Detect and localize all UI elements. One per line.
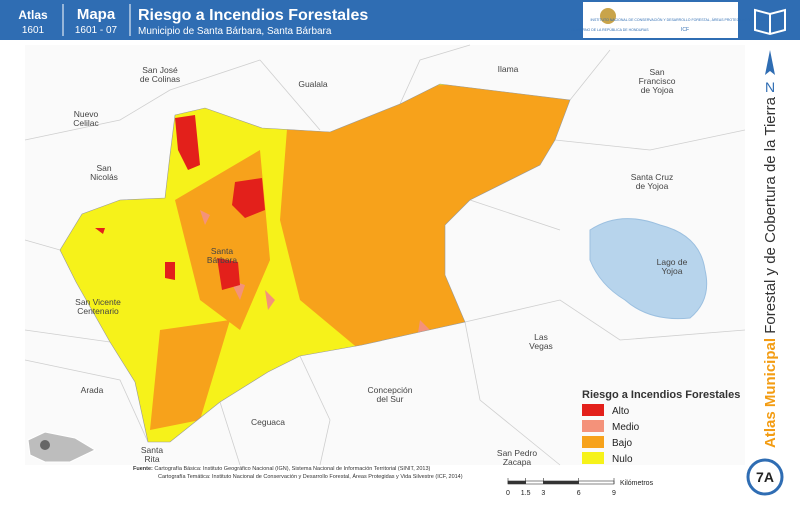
scale-segment <box>543 481 579 484</box>
place-label: Bárbara <box>207 255 238 265</box>
place-label: Concepción <box>368 385 413 395</box>
place-label: Zacapa <box>503 457 532 467</box>
locator-map <box>27 431 97 463</box>
lake <box>589 218 708 320</box>
legend-label: Alto <box>612 406 630 417</box>
scale-bar: 0 1.5 3 6 9 Kilómetros <box>506 478 654 497</box>
source-line: Cartografía Temática: Instituto Nacional… <box>158 473 463 480</box>
place-label: Rita <box>144 454 159 464</box>
legend-label: Medio <box>612 422 640 433</box>
legend-label: Nulo <box>612 454 633 465</box>
place-label: de Yojoa <box>636 181 669 191</box>
side-title-rest: Forestal y de Cobertura de la Tierra <box>762 96 779 338</box>
legend-swatch <box>582 420 604 432</box>
book-icon <box>754 8 786 36</box>
logo-left: GOBIERNO DE LA REPÚBLICA DE HONDURAS <box>571 28 649 32</box>
place-label: Francisco <box>639 76 676 86</box>
legend-title: Riesgo a Incendios Forestales <box>582 389 740 401</box>
place-label: Gualala <box>298 79 328 89</box>
locator-marker <box>40 440 50 450</box>
map-label: Mapa <box>77 6 116 23</box>
place-label: Santa <box>211 246 233 256</box>
place-label: de Colinas <box>140 74 180 84</box>
place-label: Yojoa <box>662 266 683 276</box>
atlas-label: Atlas <box>18 8 48 22</box>
legend-swatch <box>582 436 604 448</box>
source-line: Fuente: Cartografía Básica: Instituto Ge… <box>133 466 431 472</box>
place-label: Arada <box>81 385 104 395</box>
badge-label: 7A <box>756 469 774 485</box>
place-label: San Pedro <box>497 448 537 458</box>
north-label: N <box>765 79 775 95</box>
place-label: Las <box>534 332 548 342</box>
place-label: Ilama <box>498 64 519 74</box>
scale-label: 0 <box>506 490 510 497</box>
scale-segment <box>508 481 526 484</box>
place-label: de Yojoa <box>641 85 674 95</box>
place-label: Santa Cruz <box>631 172 674 182</box>
place-label: San <box>649 67 664 77</box>
source-text: Cartografía Básica: Instituto Geográfico… <box>153 466 431 472</box>
scale-label: 9 <box>612 490 616 497</box>
logo-right: INSTITUTO NACIONAL DE CONSERVACIÓN Y DES… <box>590 17 780 22</box>
scale-label: 1.5 <box>521 490 531 497</box>
place-label: Centenario <box>77 306 119 316</box>
atlas-number: 1601 <box>22 25 45 36</box>
place-label: Santa <box>141 445 163 455</box>
place-label: San <box>96 163 111 173</box>
place-label: Celilac <box>73 118 99 128</box>
legend: Riesgo a Incendios Forestales Alto Medio B… <box>582 389 740 465</box>
badge <box>746 458 784 496</box>
north-arrow <box>765 50 775 75</box>
place-label: Lago de <box>657 257 688 267</box>
place-label: Nicolás <box>90 172 118 182</box>
place-label: San Vicente <box>75 297 121 307</box>
map-subtitle: Municipio de Santa Bárbara, Santa Bárbar… <box>138 26 332 37</box>
legend-swatch <box>582 452 604 464</box>
side-title-bold: Atlas Municipal <box>762 338 779 448</box>
boundaries <box>24 44 746 466</box>
side-title: Atlas Municipal Forestal y de Cobertura … <box>762 96 779 448</box>
legend-label: Bajo <box>612 438 632 449</box>
place-label: Vegas <box>529 341 553 351</box>
scale-label: 6 <box>577 490 581 497</box>
scale-label: 3 <box>541 490 545 497</box>
map-number: 1601 - 07 <box>75 25 118 36</box>
map-title: Riesgo a Incendios Forestales <box>138 7 368 24</box>
logo-acronym: ICF <box>681 27 689 33</box>
place-label: San José <box>142 65 178 75</box>
logo-emblem <box>600 8 616 24</box>
risk-alto <box>95 115 265 290</box>
legend-swatch <box>582 404 604 416</box>
scale-unit: Kilómetros <box>620 480 654 487</box>
place-label: Ceguaca <box>251 417 285 427</box>
place-label: del Sur <box>377 394 404 404</box>
place-label: Nuevo <box>74 109 99 119</box>
municipality-outline <box>59 83 571 443</box>
source-label: Fuente: <box>133 466 153 472</box>
